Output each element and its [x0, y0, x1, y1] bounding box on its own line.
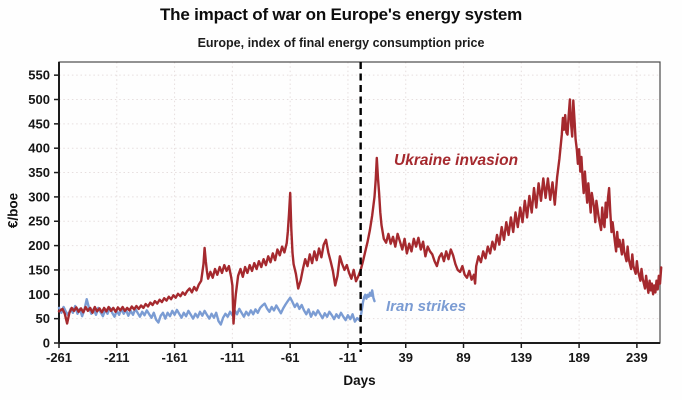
y-axis-title: €/boe: [5, 192, 21, 229]
y-tick-label: 50: [36, 311, 50, 326]
chart-title: The impact of war on Europe's energy sys…: [160, 5, 522, 24]
x-tick-label: -211: [104, 350, 129, 365]
y-tick-label: 200: [28, 238, 50, 253]
x-tick-label: 139: [510, 350, 532, 365]
y-tick-label: 550: [28, 68, 50, 83]
series-label-iran-strikes: Iran strikes: [386, 298, 467, 315]
x-tick-label: -111: [220, 350, 245, 365]
x-axis-title: Days: [343, 373, 376, 388]
x-tick-label: 189: [568, 350, 590, 365]
x-tick-label: 39: [398, 350, 412, 365]
series-line-iran-strikes: [57, 289, 376, 326]
y-tick-label: 500: [28, 92, 50, 107]
chart-subtitle: Europe, index of final energy consumptio…: [197, 36, 485, 50]
y-tick-label: 150: [28, 262, 50, 277]
y-tick-label: 250: [28, 214, 50, 229]
series-line-ukraine-invasion: [57, 98, 663, 325]
y-tick-label: 0: [43, 336, 50, 351]
series-label-ukraine-invasion: Ukraine invasion: [394, 152, 519, 169]
y-tick-label: 350: [28, 165, 50, 180]
x-tick-label: -261: [46, 350, 72, 365]
x-tick-label: -61: [281, 350, 300, 365]
y-tick-label: 100: [28, 287, 50, 302]
x-tick-label: 239: [626, 350, 648, 365]
y-tick-label: 400: [28, 141, 50, 156]
x-tick-label: -11: [339, 350, 357, 365]
y-tick-label: 300: [28, 189, 50, 204]
x-tick-label: 89: [456, 350, 470, 365]
y-tick-label: 450: [28, 116, 50, 131]
x-tick-label: -161: [162, 350, 188, 365]
